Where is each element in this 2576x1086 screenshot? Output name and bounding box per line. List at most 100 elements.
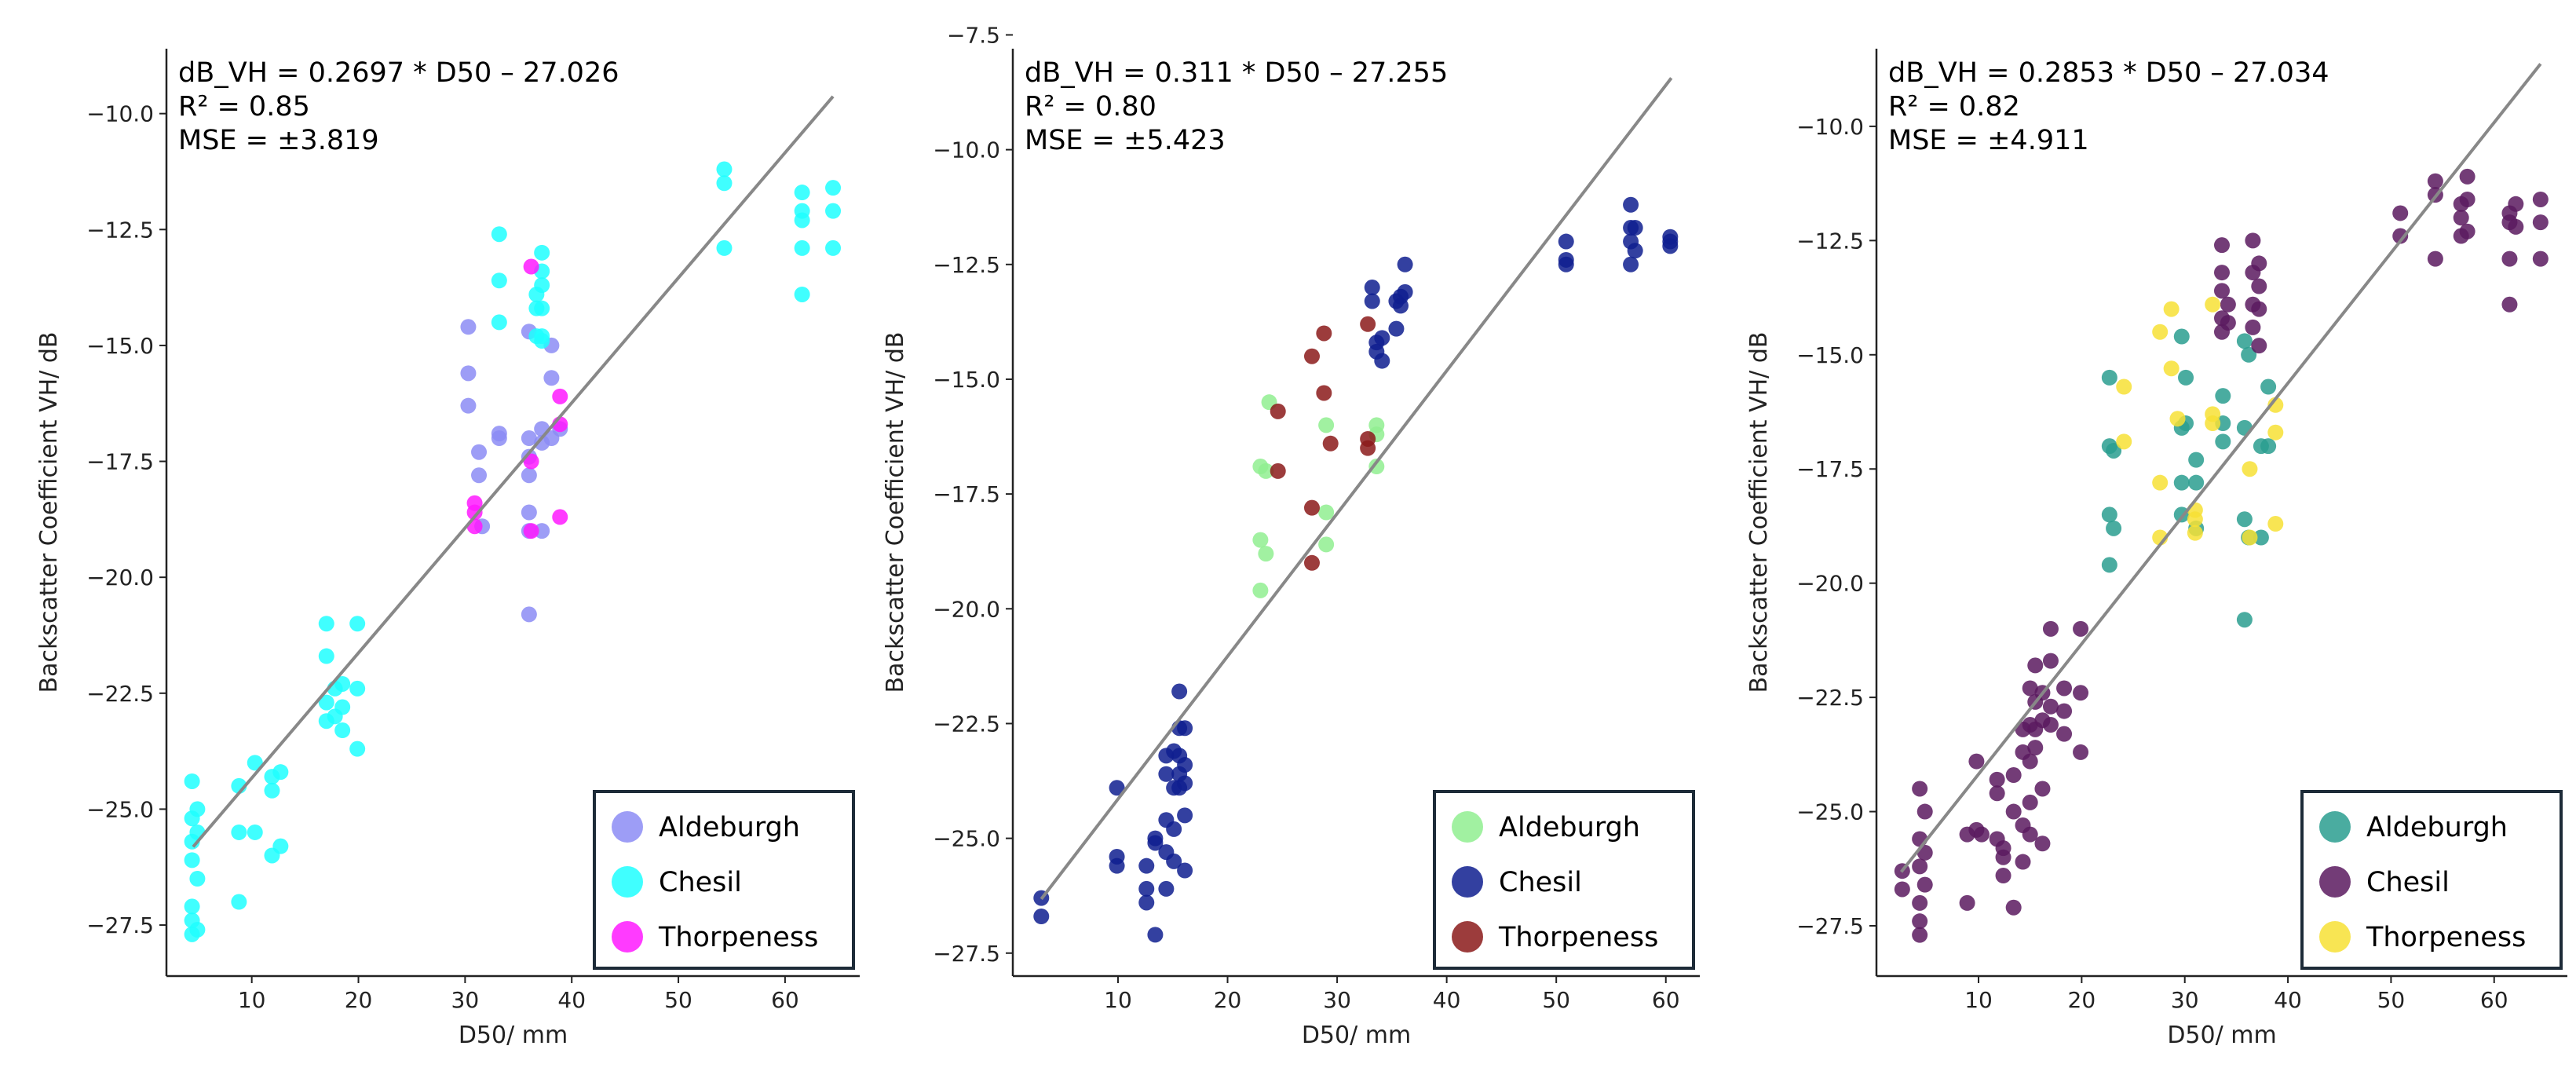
- chart1-point-chesil: [189, 801, 206, 817]
- chart2-point-chesil: [1177, 757, 1193, 773]
- chart1-point-chesil: [794, 286, 810, 302]
- chart3-series-aldeburgh: [2101, 328, 2277, 628]
- chart3-point-thorpeness: [2152, 474, 2169, 491]
- chart3-fit-line: [1899, 63, 2542, 873]
- chart3-point-chesil: [2005, 767, 2022, 784]
- chart1-point-chesil: [534, 277, 550, 294]
- chart3-point-chesil: [1973, 826, 1990, 843]
- chart2-legend: Aldeburgh Chesil Thorpeness: [1433, 790, 1695, 970]
- chart2-x-tick-label: 10: [1104, 987, 1132, 1013]
- chart3-point-chesil: [2459, 168, 2476, 185]
- chart3-point-thorpeness: [2187, 525, 2203, 541]
- chart3-point-chesil: [2022, 753, 2038, 770]
- chart3-point-aldeburgh: [2106, 520, 2122, 536]
- chart1-point-aldeburgh: [543, 370, 560, 386]
- chart3-point-chesil: [2042, 698, 2059, 715]
- chart3-annotation-line: dB_VH = 0.2853 * D50 – 27.034: [1888, 57, 2329, 89]
- chart1-point-chesil: [716, 240, 733, 256]
- chart2: 10 20 30 40 50 60 −27.5 −25.0 −22.5 −20.0 −17.5 −15…: [882, 22, 1700, 1049]
- chart1-point-chesil: [184, 898, 200, 915]
- chart1-point-chesil: [716, 175, 733, 192]
- chart3-point-aldeburgh: [2188, 452, 2205, 468]
- chart1-point-chesil: [189, 824, 206, 840]
- chart3-point-chesil: [2220, 296, 2236, 313]
- chart2-legend-label-thorpeness: Thorpeness: [1498, 922, 1658, 953]
- chart1-point-chesil: [825, 203, 842, 219]
- chart2-point-thorpeness: [1316, 385, 1332, 401]
- chart1-point-aldeburgh: [491, 426, 507, 442]
- chart3-point-chesil: [2392, 228, 2409, 244]
- chart3-point-thorpeness: [2242, 461, 2258, 477]
- chart3-y-tick-label: −17.5: [1796, 456, 1864, 482]
- chart2-point-aldeburgh: [1368, 459, 1385, 475]
- chart3-legend-label-aldeburgh: Aldeburgh: [2366, 812, 2508, 843]
- chart1-point-chesil: [534, 333, 550, 349]
- chart3-point-aldeburgh: [2173, 474, 2190, 491]
- chart3-point-aldeburgh: [2260, 438, 2277, 455]
- chart3-legend-label-thorpeness: Thorpeness: [2366, 922, 2526, 953]
- chart1-point-chesil: [318, 616, 334, 632]
- chart2-point-chesil: [1177, 807, 1193, 824]
- chart1-point-chesil: [491, 226, 507, 243]
- chart3-x-tick-label: 60: [2480, 987, 2508, 1013]
- chart2-x-tick-label: 40: [1433, 987, 1461, 1013]
- chart3-y-tick-label: −20.0: [1796, 571, 1864, 597]
- chart3-point-thorpeness: [2163, 360, 2180, 377]
- chart3-y-tick-label: −22.5: [1796, 685, 1864, 711]
- chart3-point-aldeburgh: [2173, 328, 2190, 345]
- chart2-point-chesil: [1171, 683, 1188, 700]
- chart3-y-tick-label: −10.0: [1796, 114, 1864, 140]
- chart2-series-thorpeness: [1270, 316, 1376, 571]
- chart2-point-thorpeness: [1316, 325, 1332, 342]
- chart2-legend-marker-thorpeness: [1452, 921, 1483, 953]
- chart2-y-tick-label: −27.5: [933, 941, 1000, 967]
- chart2-point-chesil: [1109, 780, 1125, 796]
- chart1-point-chesil: [184, 773, 200, 789]
- chart2-point-chesil: [1397, 283, 1413, 300]
- chart2-point-thorpeness: [1303, 499, 1320, 516]
- chart3-point-thorpeness: [2267, 516, 2284, 532]
- chart3-point-chesil: [2027, 740, 2044, 756]
- chart1-point-aldeburgh: [521, 430, 537, 447]
- chart1-legend-label-chesil: Chesil: [659, 867, 742, 898]
- chart3-point-chesil: [2532, 191, 2549, 207]
- chart1-point-chesil: [272, 838, 289, 854]
- chart1-point-chesil: [334, 722, 351, 739]
- chart1-x-tick-label: 50: [664, 987, 692, 1013]
- chart1-legend-label-thorpeness: Thorpeness: [658, 922, 818, 953]
- chart2-annotation-line: MSE = ±5.423: [1025, 125, 1226, 156]
- chart2-legend-marker-chesil: [1452, 866, 1483, 898]
- chart1-series-chesil: [184, 161, 842, 942]
- chart1-point-chesil: [189, 921, 206, 938]
- chart3-point-chesil: [2034, 781, 2051, 797]
- chart1-point-chesil: [272, 764, 289, 781]
- chart1-x-tick-label: 10: [238, 987, 266, 1013]
- chart3-point-chesil: [2005, 899, 2022, 916]
- chart2-point-aldeburgh: [1318, 536, 1335, 553]
- chart2-point-thorpeness: [1360, 316, 1376, 332]
- chart2-legend-label-aldeburgh: Aldeburgh: [1499, 812, 1640, 843]
- chart2-point-chesil: [1158, 880, 1175, 897]
- chart1-y-tick-label: −22.5: [86, 681, 154, 707]
- chart3-legend-marker-thorpeness: [2319, 921, 2351, 953]
- chart2-y-tick-label: −25.0: [933, 826, 1000, 852]
- chart2-point-thorpeness: [1270, 403, 1286, 419]
- chart3-point-chesil: [2073, 620, 2089, 637]
- chart3-point-chesil: [2220, 315, 2236, 331]
- chart2-point-chesil: [1558, 256, 1574, 272]
- chart3-point-aldeburgh: [2241, 346, 2257, 363]
- chart1-point-aldeburgh: [471, 444, 488, 460]
- chart1-point-chesil: [825, 240, 842, 256]
- chart2-point-chesil: [1374, 353, 1390, 369]
- chart3-legend-marker-aldeburgh: [2319, 811, 2351, 843]
- chart3-point-chesil: [1912, 858, 1928, 875]
- chart3-legend-label-chesil: Chesil: [2366, 867, 2450, 898]
- chart3-point-aldeburgh: [2178, 369, 2194, 386]
- chart2-series-aldeburgh: [1252, 394, 1385, 598]
- chart2-point-chesil: [1177, 775, 1193, 792]
- chart2-point-chesil: [1397, 256, 1413, 272]
- chart3-point-chesil: [2251, 301, 2267, 317]
- chart2-point-chesil: [1158, 766, 1175, 782]
- chart1-point-chesil: [349, 740, 366, 757]
- chart3-point-aldeburgh: [2236, 612, 2253, 628]
